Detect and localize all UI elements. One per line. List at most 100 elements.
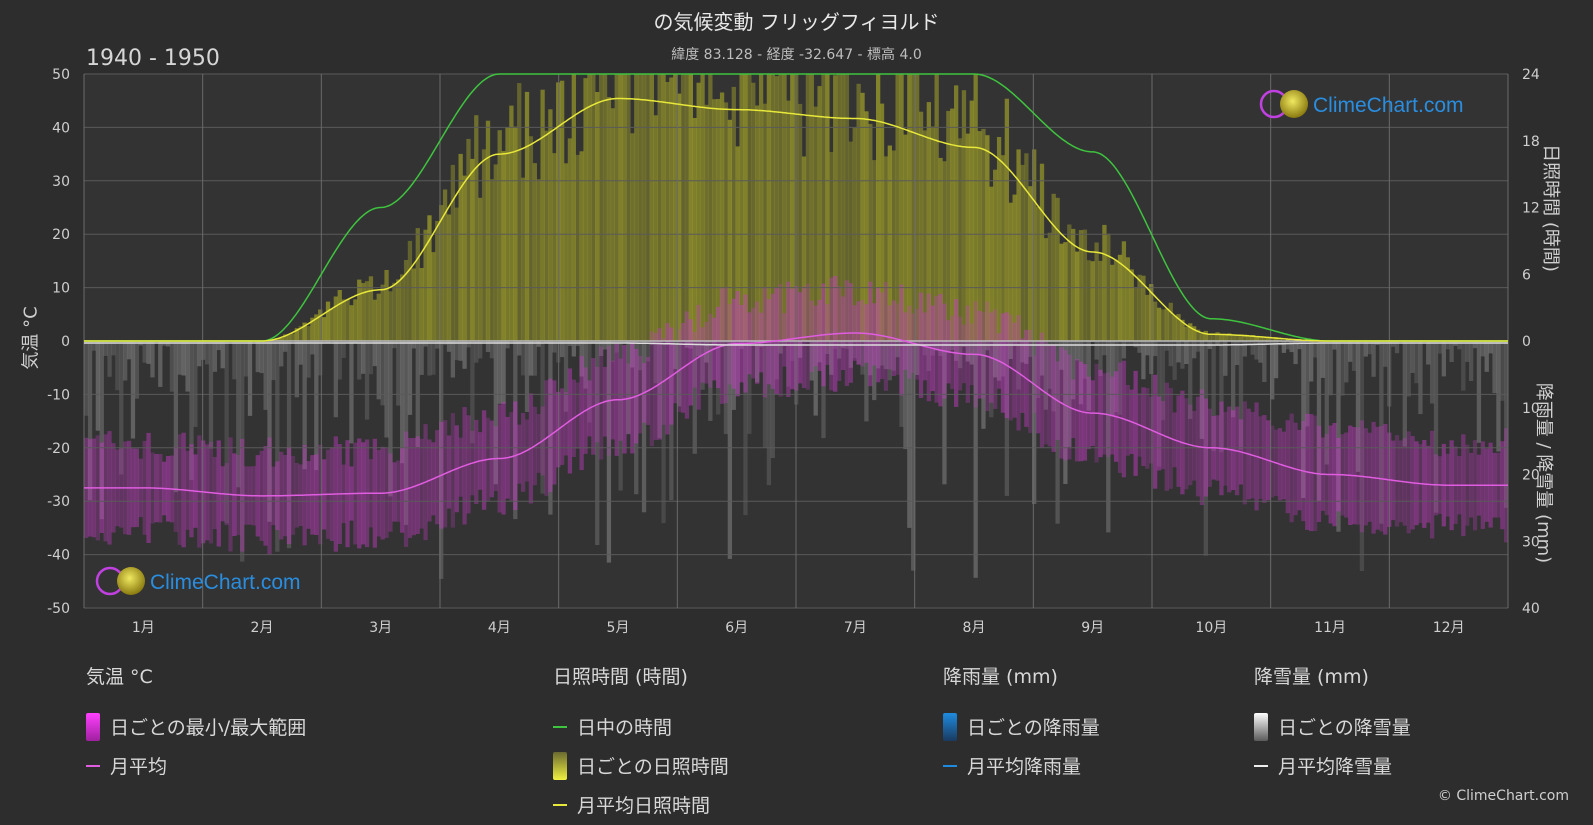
sunshine-daily-bar xyxy=(1180,319,1185,341)
snow-daily-bar xyxy=(345,341,350,343)
snow-daily-bar xyxy=(1273,341,1279,379)
snow-daily-bar xyxy=(864,341,869,422)
snow-daily-bar xyxy=(969,341,974,365)
snow-daily-bar xyxy=(1195,341,1201,352)
snow-daily-bar xyxy=(626,341,631,435)
snow-daily-bar xyxy=(591,341,596,344)
snow-daily-bar xyxy=(563,341,569,412)
sunshine-daily-bar xyxy=(677,93,682,341)
sunshine-daily-bar xyxy=(719,92,725,341)
sunshine-daily-bar xyxy=(790,74,795,341)
legend-sunshine-mean: 月平均日照時間 xyxy=(577,795,711,817)
sunshine-daily-bar xyxy=(1113,260,1119,341)
chart-title: の気候変動 フリッグフィヨルド xyxy=(653,10,940,34)
snow-daily-bar xyxy=(1133,341,1138,348)
x-tick-label: 11月 xyxy=(1314,620,1346,636)
snow-daily-bar xyxy=(321,341,327,344)
sunshine-daily-bar xyxy=(321,317,327,341)
snow-daily-bar xyxy=(1433,341,1439,513)
snow-daily-bar xyxy=(286,341,292,549)
snow-daily-bar xyxy=(914,341,920,375)
sunshine-daily-bar xyxy=(536,179,541,341)
snow-daily-bar xyxy=(220,341,225,369)
sunshine-daily-bar xyxy=(357,279,362,341)
sunshine-daily-bar xyxy=(1117,254,1123,341)
sunshine-daily-bar xyxy=(419,268,424,341)
sunshine-daily-bar xyxy=(1121,241,1127,341)
sunshine-daily-bar xyxy=(1071,228,1076,341)
sunshine-daily-bar xyxy=(770,74,775,341)
sunshine-daily-bar xyxy=(864,111,869,341)
sunshine-daily-bar xyxy=(435,220,440,341)
sunshine-daily-bar xyxy=(1145,294,1150,341)
sunshine-daily-bar xyxy=(528,136,534,341)
sunshine-daily-bar xyxy=(911,74,916,341)
sunshine-daily-bar xyxy=(407,240,413,341)
snow-daily-bar xyxy=(1102,341,1107,356)
snow-daily-bar xyxy=(341,341,346,358)
sunshine-daily-bar xyxy=(641,74,647,341)
snow-daily-bar xyxy=(123,341,128,381)
legend-rain-mean: 月平均降雨量 xyxy=(967,756,1082,778)
snow-daily-bar xyxy=(954,341,959,361)
snow-daily-bar xyxy=(493,341,498,485)
snow-daily-bar xyxy=(1094,341,1099,360)
snow-daily-bar xyxy=(236,341,241,488)
sunshine-daily-bar xyxy=(431,252,436,341)
sunshine-daily-bar xyxy=(1211,334,1216,341)
temperature-mean-line xyxy=(84,332,1508,497)
sunshine-daily-bar xyxy=(298,326,303,341)
sunshine-daily-bar xyxy=(481,149,487,341)
snow-daily-bar xyxy=(696,341,701,356)
snow-daily-bar xyxy=(1328,341,1333,396)
legend-rain-title: 降雨量 (mm) xyxy=(943,666,1058,688)
sunshine-daily-bar xyxy=(302,322,307,341)
sunshine-daily-bar xyxy=(1133,287,1138,341)
snow-daily-swatch xyxy=(1254,712,1268,741)
sunshine-daily-bar xyxy=(337,290,342,341)
snow-daily-bar xyxy=(103,341,108,356)
snow-daily-bar xyxy=(1332,341,1337,350)
snow-daily-bar xyxy=(645,341,651,362)
snow-daily-bar xyxy=(146,341,151,364)
x-tick-label: 7月 xyxy=(844,620,867,636)
snow-daily-bar xyxy=(134,341,140,399)
snow-daily-bar xyxy=(723,341,729,435)
y-left-tick-label: 40 xyxy=(52,120,70,136)
snow-daily-bar xyxy=(1055,341,1060,524)
sunshine-daily-bar xyxy=(829,152,834,341)
sunshine-daily-bar xyxy=(610,108,615,341)
sunshine-daily-bar xyxy=(403,260,409,341)
sunshine-daily-bar xyxy=(797,103,803,342)
snow-daily-bar xyxy=(552,341,557,353)
sunshine-daily-bar xyxy=(509,105,514,341)
sunshine-daily-swatch xyxy=(553,751,567,780)
snow-daily-bar xyxy=(368,341,374,375)
snow-daily-bar xyxy=(1082,341,1088,379)
temp-mean-swatch xyxy=(86,764,100,767)
snow-daily-bar xyxy=(957,341,963,369)
sunshine-daily-bar xyxy=(1055,197,1060,341)
snow-daily-bar xyxy=(606,341,612,563)
snow-daily-bar xyxy=(1394,341,1400,354)
sunshine-daily-bar xyxy=(684,74,690,341)
sunshine-daily-bar xyxy=(446,214,452,341)
sunshine-daily-bar xyxy=(821,74,826,341)
sunshine-daily-bar xyxy=(376,293,381,341)
snow-daily-bar xyxy=(1043,341,1049,410)
sunshine-daily-bar xyxy=(1129,269,1134,341)
snow-daily-bar xyxy=(1320,341,1326,378)
sunshine-daily-bar xyxy=(782,74,787,341)
sunshine-daily-bar xyxy=(942,161,947,341)
snow-daily-bar xyxy=(813,341,818,416)
snow-daily-bar xyxy=(1172,341,1177,380)
snow-daily-bar xyxy=(1160,341,1166,421)
sunshine-daily-bar xyxy=(1059,243,1064,341)
snow-daily-bar xyxy=(419,341,424,375)
snow-daily-bar xyxy=(1449,341,1454,362)
sunshine-daily-bar xyxy=(1164,308,1169,341)
snow-daily-bar xyxy=(1285,341,1290,350)
sunshine-daily-bar xyxy=(392,282,397,341)
snow-daily-bar xyxy=(142,341,147,363)
sunshine-daily-bar xyxy=(1098,260,1103,341)
